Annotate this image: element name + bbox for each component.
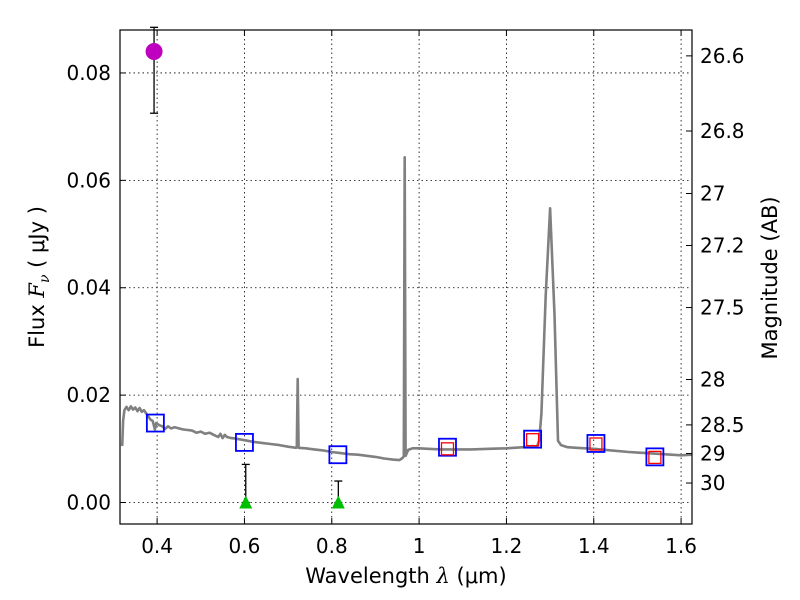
y2-tick-label: 27.2: [700, 234, 745, 258]
ticks: 0.4 0.6 0.8 1 1.2 1.4 1.6 0.00 0.02 0.04 0.06 0.08 2…: [66, 30, 745, 558]
observed-photometry-point: [645, 447, 665, 467]
y2-axis-title: Magnitude (AB): [758, 196, 782, 359]
x-tick-label: 1.6: [665, 534, 697, 558]
model-photometry-point: [589, 437, 603, 451]
y-tick-label: 0.08: [66, 61, 111, 85]
model-photometry-point: [648, 450, 662, 465]
observed-photometry-point: [586, 434, 606, 453]
y-tick-label: 0.02: [66, 383, 111, 407]
plot-frame: [119, 29, 693, 525]
observed-photometry-point: [235, 432, 254, 452]
observed-photometry-point: [328, 445, 348, 465]
markers: [145, 26, 665, 509]
upper-limit-point: [239, 495, 253, 509]
x-tick-label: 0.8: [316, 534, 348, 558]
detection-point: [145, 42, 163, 60]
observed-photometry-point: [145, 413, 165, 433]
model-photometry-point: [525, 433, 540, 447]
y2-tick-label: 28.5: [700, 413, 745, 437]
observed-photometry-point: [523, 429, 543, 449]
x-tick-label: 0.6: [229, 534, 261, 558]
y-tick-label: 0.04: [66, 276, 111, 300]
x-tick-label: 1.4: [578, 534, 610, 558]
y2-tick-label: 27.5: [700, 296, 745, 320]
y-axis-title: Flux Fν ( μJy ): [25, 206, 53, 348]
x-tick-label: 1.2: [491, 534, 523, 558]
y2-tick-label: 28: [700, 368, 725, 392]
grid: [120, 30, 692, 524]
x-axis-title: Wavelength λ (μm): [305, 564, 506, 588]
y2-tick-label: 27: [700, 182, 725, 206]
y2-tick-label: 30: [700, 471, 725, 495]
y-tick-label: 0.00: [66, 491, 111, 515]
y2-tick-label: 26.6: [700, 44, 745, 68]
x-tick-label: 0.4: [141, 534, 173, 558]
y2-tick-label: 29: [700, 442, 725, 466]
y2-tick-label: 26.8: [700, 119, 745, 143]
observed-photometry-point: [438, 437, 457, 457]
y-tick-label: 0.06: [66, 168, 111, 192]
upper-limit-point: [331, 495, 345, 509]
model-photometry-point: [440, 442, 455, 456]
x-tick-label: 1: [413, 534, 426, 558]
